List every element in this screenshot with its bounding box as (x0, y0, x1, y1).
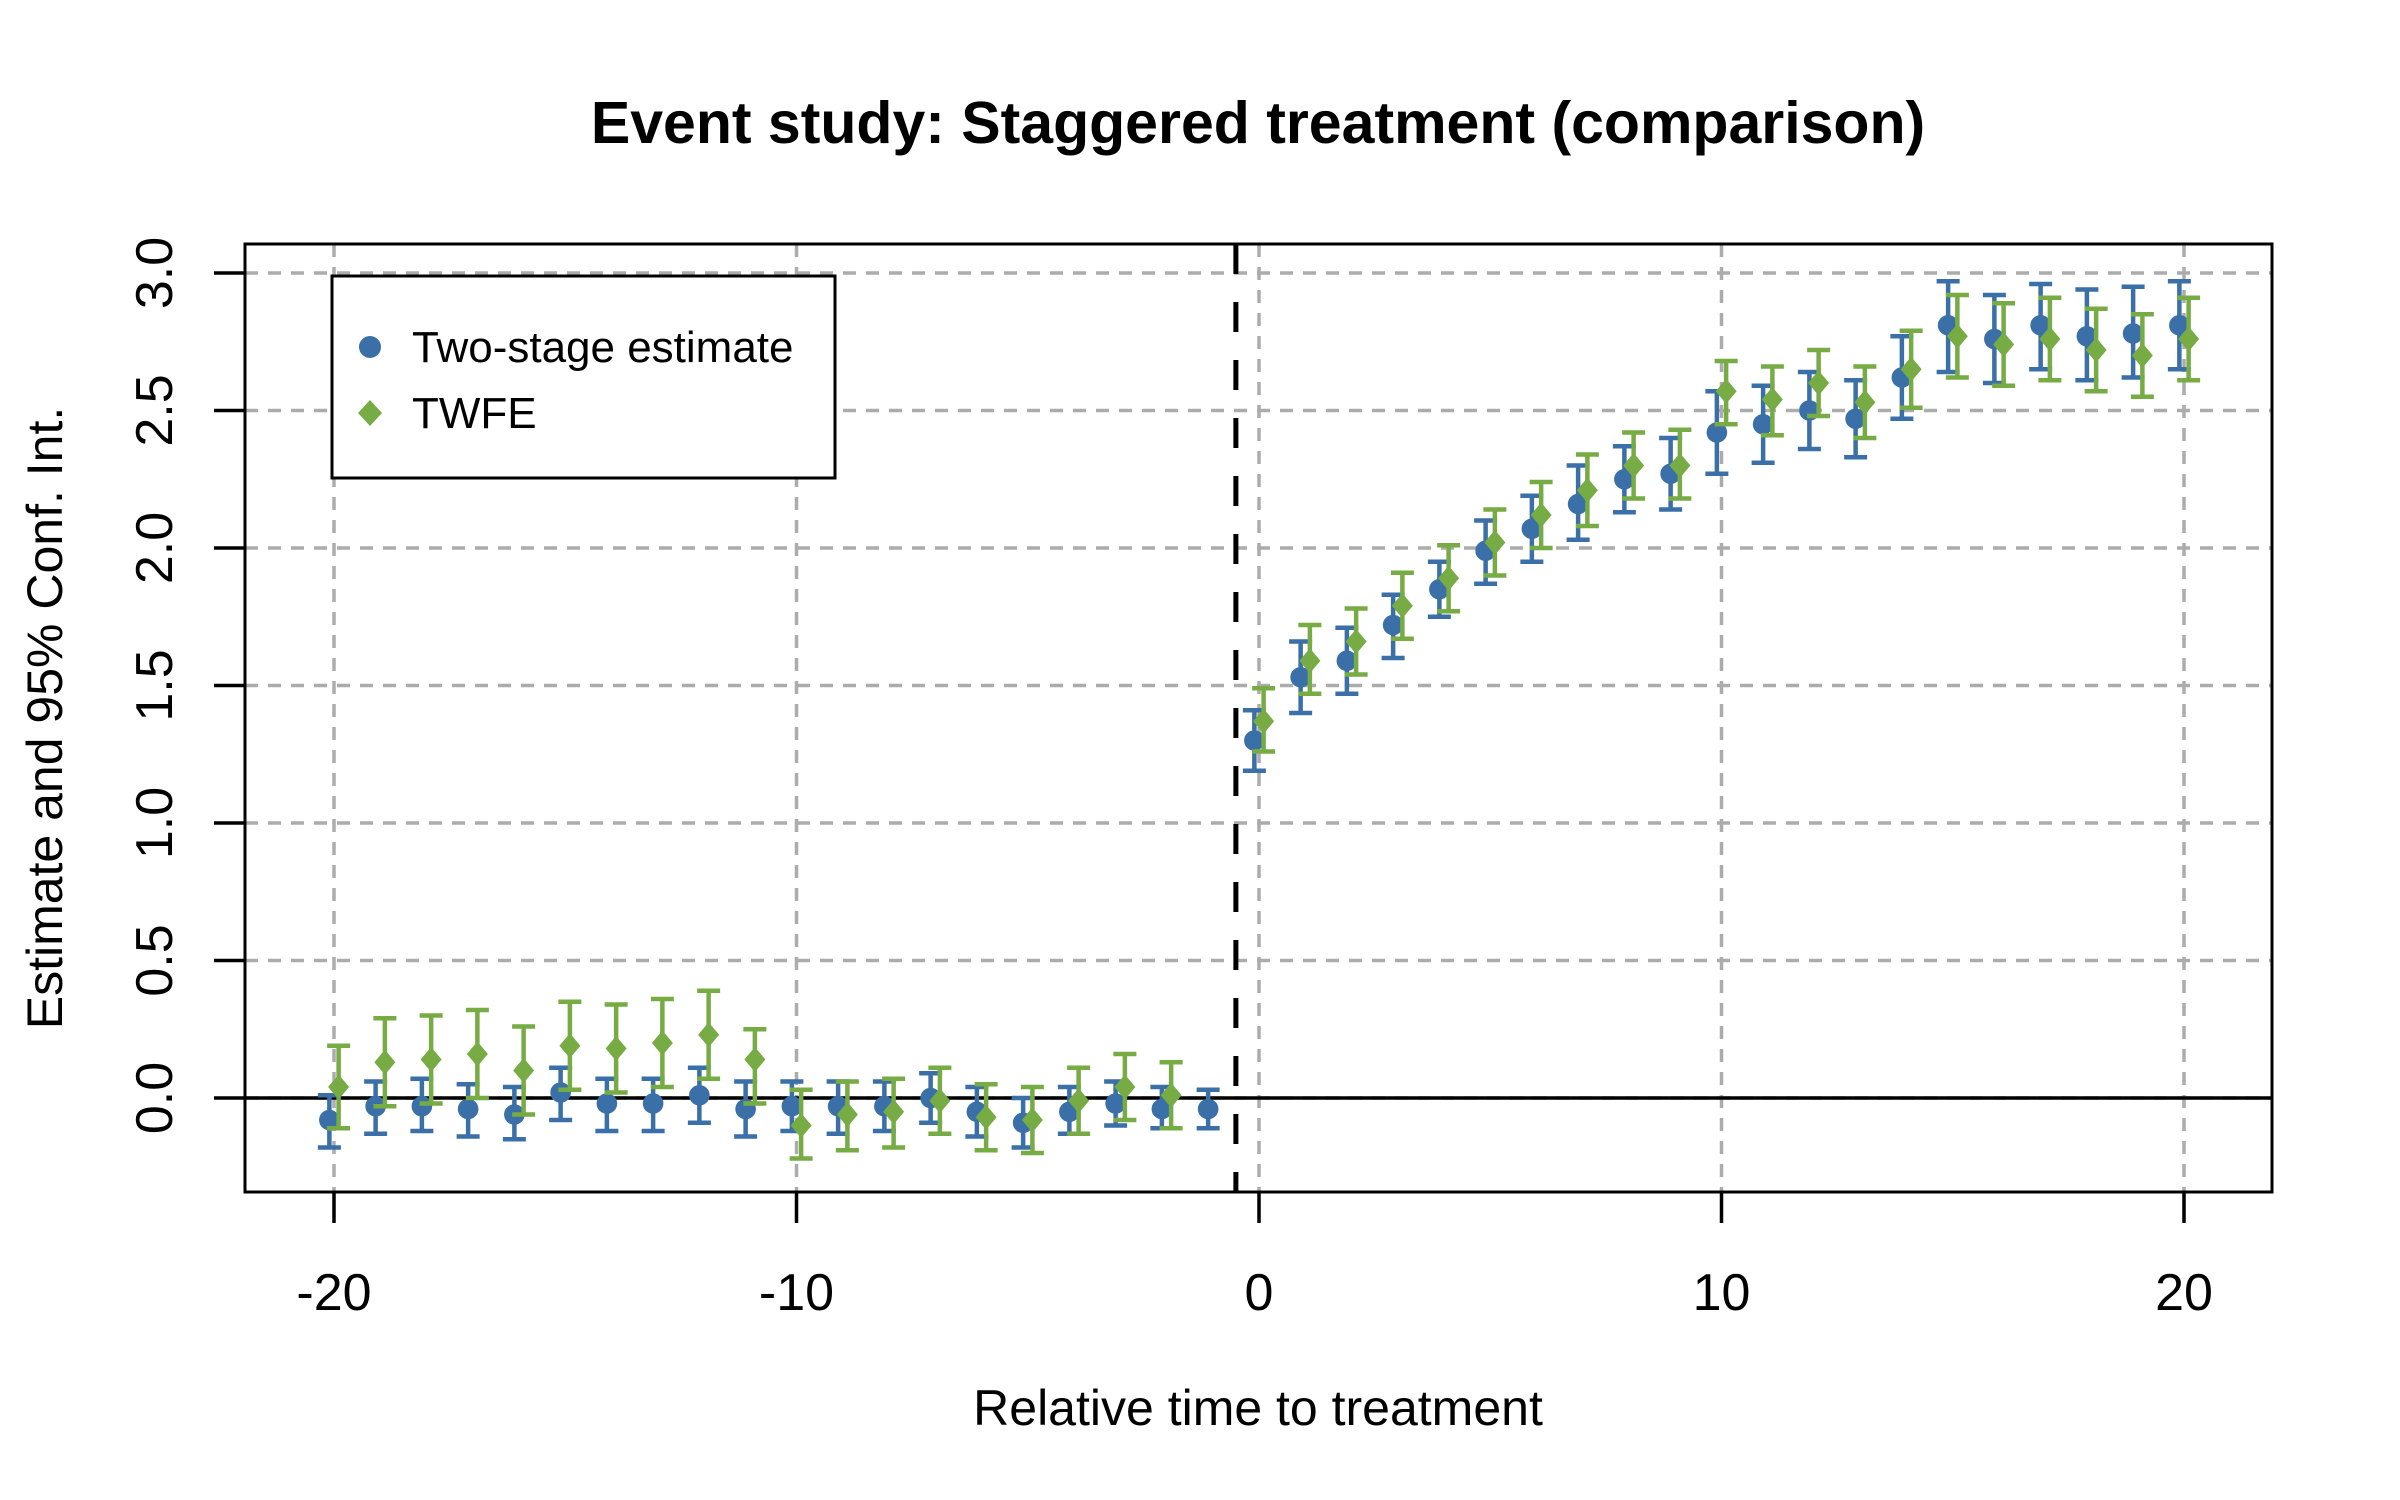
legend-marker-diamond (358, 400, 382, 426)
marker-twfe-t-16 (513, 1058, 535, 1083)
marker-two-stage-t8 (1614, 468, 1635, 490)
legend-label: Two-stage estimate (412, 323, 794, 372)
marker-twfe-t1 (1299, 648, 1321, 674)
data-series (317, 279, 2201, 1161)
marker-twfe-t5 (1484, 530, 1506, 555)
x-tick-label: -20 (296, 1264, 371, 1322)
marker-twfe-t-14 (605, 1036, 627, 1061)
y-tick-label: 2.5 (126, 374, 184, 446)
marker-two-stage-t20 (2169, 314, 2190, 336)
marker-two-stage-t7 (1567, 493, 1589, 515)
marker-two-stage-t-1 (1197, 1098, 1219, 1120)
marker-twfe-t-19 (374, 1049, 396, 1075)
marker-twfe-t8 (1623, 453, 1645, 478)
marker-twfe-t-20 (328, 1074, 350, 1100)
marker-twfe-t-15 (559, 1033, 581, 1059)
marker-twfe-t18 (2085, 337, 2107, 363)
x-tick-label: -10 (759, 1264, 834, 1322)
marker-twfe-t-12 (698, 1022, 720, 1048)
reference-lines (245, 244, 2272, 1192)
y-tick-label: 0.5 (126, 924, 184, 996)
marker-twfe-t-3 (1114, 1074, 1136, 1100)
marker-twfe-t7 (1576, 477, 1598, 503)
marker-twfe-t12 (1808, 370, 1830, 396)
marker-twfe-t-9 (836, 1102, 858, 1127)
marker-two-stage-t11 (1752, 413, 1774, 435)
marker-twfe-t-4 (1068, 1088, 1090, 1114)
marker-twfe-t9 (1669, 453, 1691, 478)
marker-two-stage-t-10 (781, 1095, 803, 1117)
marker-twfe-t17 (2039, 326, 2061, 352)
x-tick-label: 20 (2155, 1264, 2213, 1322)
marker-twfe-t3 (1391, 593, 1413, 619)
marker-two-stage-t-17 (457, 1098, 479, 1120)
marker-twfe-t16 (1993, 332, 2015, 357)
marker-two-stage-t0 (1244, 730, 1265, 751)
marker-twfe-t-13 (651, 1030, 673, 1056)
legend-marker-circle (359, 336, 381, 358)
y-axis: 0.0 0.5 1.0 1.5 2.0 2.5 3.0 (126, 237, 245, 1134)
marker-two-stage-t-3 (1105, 1093, 1126, 1114)
marker-two-stage-t-15 (550, 1082, 571, 1103)
marker-twfe-t19 (2131, 343, 2153, 368)
marker-two-stage-t-12 (689, 1084, 710, 1106)
x-tick-label: 10 (1693, 1264, 1751, 1322)
marker-two-stage-t-2 (1151, 1098, 1173, 1120)
marker-two-stage-t10 (1706, 422, 1728, 443)
marker-two-stage-t2 (1336, 650, 1358, 672)
y-tick-label: 1.0 (126, 787, 184, 859)
marker-two-stage-t19 (2122, 323, 2144, 344)
marker-two-stage-t6 (1521, 518, 1543, 540)
marker-twfe-t-2 (1160, 1082, 1182, 1108)
legend: Two-stage estimate TWFE (330, 274, 837, 480)
marker-two-stage-t3 (1382, 614, 1404, 636)
legend-label: TWFE (412, 389, 537, 438)
marker-two-stage-t18 (2076, 325, 2098, 347)
marker-two-stage-t1 (1290, 666, 1311, 688)
y-tick-label: 1.5 (126, 649, 184, 721)
y-tick-label: 3.0 (126, 237, 184, 309)
marker-twfe-t4 (1438, 565, 1460, 591)
x-tick-label: 0 (1245, 1264, 1274, 1322)
marker-twfe-t20 (2178, 326, 2200, 352)
y-tick-label: 2.0 (126, 512, 184, 584)
marker-twfe-t-11 (744, 1047, 766, 1072)
marker-twfe-t-7 (929, 1088, 951, 1114)
marker-twfe-t13 (1854, 389, 1876, 415)
marker-twfe-t-5 (1021, 1107, 1043, 1133)
marker-twfe-t-18 (420, 1047, 442, 1072)
x-axis: -20 -10 0 10 20 (296, 1192, 2213, 1322)
marker-twfe-t-17 (466, 1041, 488, 1067)
marker-twfe-t0 (1253, 708, 1275, 734)
marker-two-stage-t-20 (319, 1109, 340, 1131)
chart-title: Event study: Staggered treatment (compar… (591, 90, 1925, 156)
y-tick-label: 0.0 (126, 1062, 184, 1134)
marker-two-stage-t17 (2030, 314, 2051, 336)
legend-box (330, 274, 837, 480)
y-axis-title: Estimate and 95% Conf. Int. (17, 407, 73, 1030)
marker-two-stage-t-18 (411, 1095, 433, 1117)
x-axis-title: Relative time to treatment (973, 1380, 1543, 1436)
marker-twfe-t-6 (975, 1104, 997, 1130)
marker-twfe-t-8 (883, 1099, 905, 1125)
marker-twfe-t-10 (790, 1113, 812, 1138)
marker-twfe-t6 (1530, 502, 1552, 528)
marker-twfe-t11 (1761, 387, 1783, 412)
marker-two-stage-t-13 (642, 1093, 664, 1114)
marker-two-stage-t13 (1845, 408, 1866, 430)
series-two-stage (317, 279, 2191, 1150)
series-twfe (327, 292, 2201, 1161)
marker-twfe-t10 (1715, 378, 1737, 404)
marker-twfe-t2 (1345, 629, 1367, 654)
marker-twfe-t15 (1946, 323, 1968, 349)
marker-twfe-t14 (1900, 356, 1922, 382)
marker-two-stage-t-14 (596, 1093, 618, 1114)
